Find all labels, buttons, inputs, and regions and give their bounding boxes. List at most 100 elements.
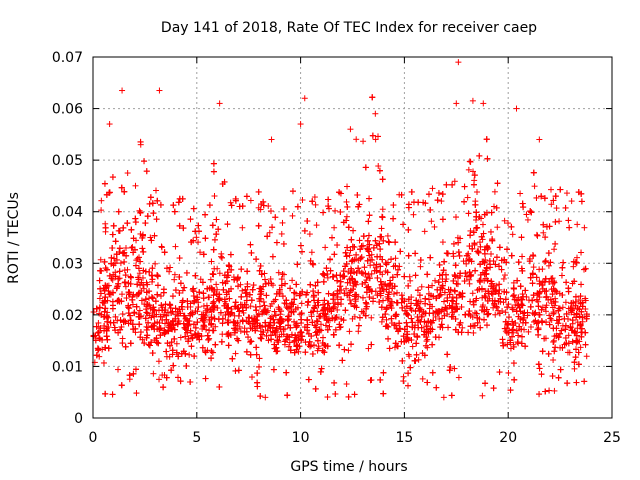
data-point xyxy=(463,260,470,267)
data-point xyxy=(375,163,382,170)
data-point xyxy=(564,349,571,356)
data-point xyxy=(455,374,462,381)
data-point xyxy=(568,198,575,205)
data-point xyxy=(459,324,466,331)
data-point xyxy=(218,253,225,260)
data-point xyxy=(501,272,508,279)
data-point xyxy=(112,273,119,280)
data-point xyxy=(482,256,489,263)
data-point xyxy=(563,190,570,197)
data-point xyxy=(152,260,159,267)
data-point xyxy=(154,319,161,326)
data-point xyxy=(562,299,569,306)
data-point xyxy=(128,244,135,251)
data-point xyxy=(177,334,184,341)
data-point xyxy=(129,301,136,308)
data-point xyxy=(260,298,267,305)
data-point xyxy=(559,304,566,311)
data-point xyxy=(343,381,350,388)
data-point xyxy=(171,276,178,283)
data-point xyxy=(326,323,333,330)
data-point xyxy=(396,263,403,270)
data-point xyxy=(346,328,353,335)
data-point xyxy=(467,158,474,165)
data-point xyxy=(469,168,476,175)
data-point xyxy=(187,300,194,307)
data-point xyxy=(502,328,509,335)
data-point xyxy=(171,271,178,278)
data-point xyxy=(368,270,375,277)
data-point xyxy=(502,309,509,316)
data-point xyxy=(466,276,473,283)
data-point xyxy=(541,258,548,265)
data-point xyxy=(312,201,319,208)
data-point xyxy=(212,323,219,330)
data-point xyxy=(116,275,123,282)
data-point xyxy=(465,166,472,173)
data-point xyxy=(531,183,538,190)
data-point xyxy=(173,340,180,347)
data-point xyxy=(311,194,318,201)
data-point xyxy=(492,311,499,318)
data-point xyxy=(200,303,207,310)
data-point xyxy=(479,221,486,228)
data-point xyxy=(155,358,162,365)
data-point xyxy=(150,370,157,377)
data-point xyxy=(257,328,264,335)
data-point xyxy=(376,284,383,291)
data-point xyxy=(95,319,102,326)
data-point xyxy=(195,239,202,246)
data-point xyxy=(124,170,131,177)
data-point xyxy=(505,220,512,227)
grid-lines xyxy=(93,57,612,418)
data-point xyxy=(392,255,399,262)
data-point xyxy=(133,257,140,264)
data-point xyxy=(509,231,516,238)
data-point xyxy=(216,270,223,277)
data-point xyxy=(392,312,399,319)
data-point xyxy=(570,263,577,270)
data-point xyxy=(432,313,439,320)
data-point xyxy=(96,295,103,302)
data-point xyxy=(134,255,141,262)
data-point xyxy=(367,262,374,269)
data-point xyxy=(343,285,350,292)
data-point xyxy=(519,291,526,298)
data-point xyxy=(553,205,560,212)
data-point xyxy=(205,294,212,301)
data-point xyxy=(533,231,540,238)
data-point xyxy=(332,207,339,214)
data-point xyxy=(384,232,391,239)
data-point xyxy=(213,281,220,288)
data-point xyxy=(98,207,105,214)
data-point xyxy=(344,183,351,190)
data-point xyxy=(275,269,282,276)
data-point xyxy=(237,328,244,335)
data-point xyxy=(179,287,186,294)
data-point xyxy=(574,254,581,261)
data-point xyxy=(239,224,246,231)
data-point xyxy=(574,221,581,228)
data-point xyxy=(540,229,547,236)
data-point xyxy=(314,318,321,325)
data-point xyxy=(473,189,480,196)
data-point xyxy=(147,305,154,312)
data-point xyxy=(536,266,543,273)
data-point xyxy=(247,303,254,310)
data-point xyxy=(581,224,588,231)
data-point xyxy=(203,302,210,309)
data-point xyxy=(147,234,154,241)
data-point xyxy=(186,351,193,358)
data-point xyxy=(197,249,204,256)
data-point xyxy=(315,343,322,350)
data-points xyxy=(90,59,590,401)
data-point xyxy=(206,335,213,342)
data-point xyxy=(556,290,563,297)
data-point xyxy=(318,321,325,328)
data-point xyxy=(355,328,362,335)
data-point xyxy=(429,282,436,289)
data-point xyxy=(364,274,371,281)
data-point xyxy=(368,314,375,321)
data-point xyxy=(189,286,196,293)
